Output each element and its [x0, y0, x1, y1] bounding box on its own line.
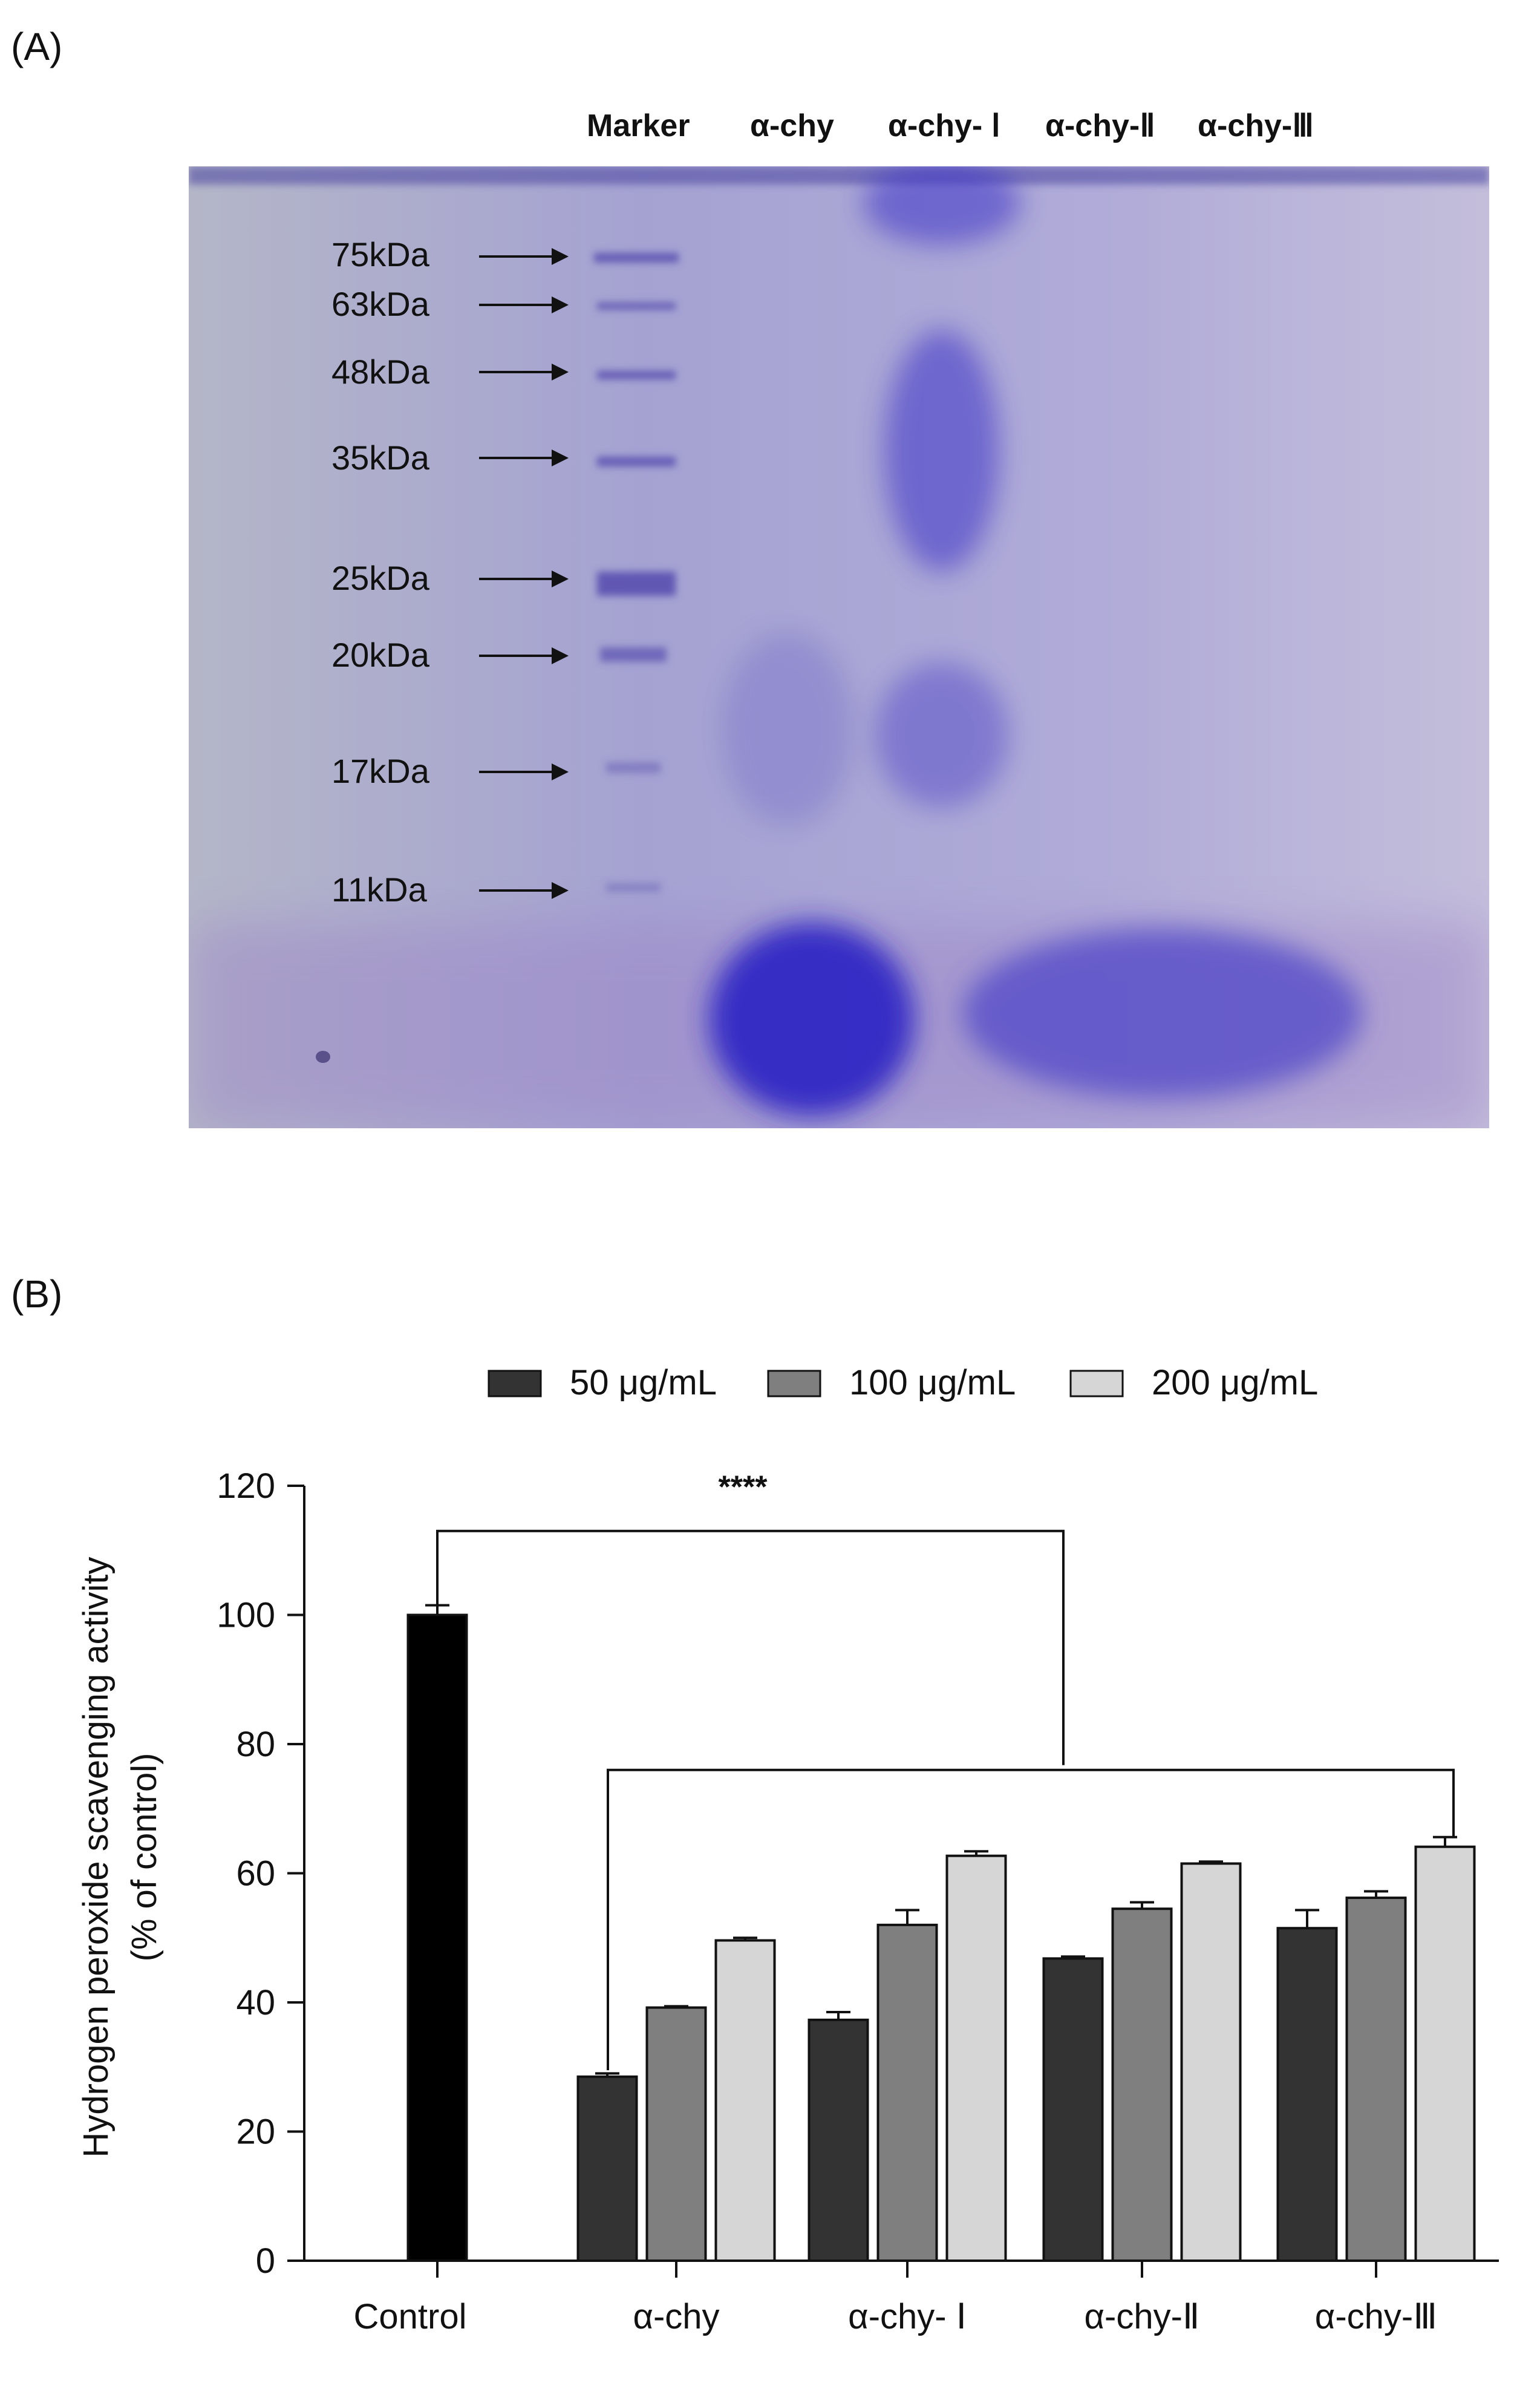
y-tick-label-40: 40: [236, 1983, 275, 2022]
marker-ladder: [594, 253, 679, 892]
gel-image: [189, 166, 1489, 1128]
lane-label-a-chy-1: α-chy- Ⅰ: [888, 108, 1000, 143]
marker-band-25: [597, 572, 676, 596]
bar-3-2: [945, 1854, 1007, 2262]
panel-a-label: (A): [11, 25, 63, 68]
lane-label-a-chy-2: α-chy-Ⅱ: [1045, 108, 1155, 143]
chart-bars: [406, 1604, 1476, 2263]
legend-swatch-2: [1069, 1370, 1124, 1397]
band-a-chy: [709, 923, 915, 1116]
mw-label-63: 63kDa: [331, 285, 429, 323]
x-tick-label-3: α-chy-Ⅱ: [1085, 2297, 1200, 2336]
y-tick-label-80: 80: [236, 1725, 275, 1764]
x-tick-label-2: α-chy- Ⅰ: [848, 2297, 967, 2336]
mw-label-48: 48kDa: [331, 353, 429, 391]
mw-label-11: 11kDa: [331, 871, 427, 909]
mw-label-17: 17kDa: [331, 752, 429, 790]
legend-label-0: 50 μg/mL: [570, 1363, 717, 1402]
significance-stars: ****: [719, 1470, 768, 1505]
bar-2-3: [1111, 1907, 1173, 2262]
marker-band-48: [597, 371, 676, 379]
bracket-lower: [607, 1768, 1455, 2071]
legend-swatch-1: [767, 1370, 821, 1397]
legend-label-1: 100 μg/mL: [849, 1363, 1016, 1402]
lane-label-marker: Marker: [587, 108, 690, 143]
y-tick-label-120: 120: [217, 1466, 275, 1506]
y-tick-label-20: 20: [236, 2113, 275, 2152]
chart-legend: 50 μg/mL 100 μg/mL 200 μg/mL: [488, 1363, 1318, 1402]
bar-2-1: [645, 2006, 707, 2263]
smear-a-chy-1-mid: [875, 662, 1008, 808]
panel-b-label: (B): [11, 1272, 63, 1316]
bar-3-3: [1180, 1862, 1242, 2262]
bar-2-4: [1345, 1897, 1407, 2262]
mw-arrow-75: [479, 248, 569, 265]
mw-arrow-20: [479, 647, 569, 664]
bar-2-2: [876, 1923, 938, 2262]
mw-arrow-63: [479, 296, 569, 313]
bar-control: [406, 1613, 468, 2262]
band-a-chy-2-3: [963, 929, 1362, 1098]
x-tick-label-1: α-chy: [633, 2297, 719, 2336]
mw-arrow-11: [479, 882, 569, 899]
x-tick-label-4: α-chy-Ⅲ: [1315, 2297, 1437, 2336]
mw-arrow-25: [479, 570, 569, 587]
bracket-upper: [436, 1529, 1065, 1765]
bar-1-4: [1276, 1927, 1338, 2262]
marker-band-35: [597, 457, 676, 466]
smear-a-chy-1-top: [863, 166, 1020, 245]
marker-band-63: [597, 302, 676, 310]
bar-1-1: [576, 2075, 638, 2262]
legend-swatch-0: [488, 1370, 542, 1397]
bar-3-4: [1414, 1845, 1476, 2262]
y-tick-label-60: 60: [236, 1854, 275, 1894]
lane-label-a-chy: α-chy: [750, 108, 834, 143]
mw-arrow-17: [479, 763, 569, 780]
legend-label-2: 200 μg/mL: [1152, 1363, 1318, 1402]
bar-3-1: [714, 1939, 776, 2262]
y-tick-label-0: 0: [256, 2241, 275, 2281]
y-tick-label-100: 100: [217, 1596, 275, 1635]
significance-bracket: ****: [436, 1470, 1455, 2071]
smear-a-chy-1-upper: [884, 330, 999, 572]
mw-label-35: 35kDa: [331, 439, 429, 477]
gel-bands: [189, 166, 1489, 1128]
y-axis-label-line-1: Hydrogen peroxide scavenging activity: [76, 1557, 116, 2158]
marker-band-11: [606, 883, 661, 892]
mw-arrow-35: [479, 449, 569, 466]
lane-label-a-chy-3: α-chy-Ⅲ: [1198, 108, 1314, 143]
mw-label-25: 25kDa: [331, 559, 429, 597]
y-axis-label-line-2: (% of control): [125, 1753, 164, 1962]
mw-arrow-48: [479, 364, 569, 381]
smear-a-chy-faint: [721, 632, 854, 826]
marker-band-17: [606, 762, 661, 773]
marker-band-75: [594, 253, 679, 263]
marker-band-20: [600, 647, 667, 662]
x-tick-label-0: Control: [354, 2297, 467, 2336]
bar-chart: 50 μg/mL 100 μg/mL 200 μg/mL 0 20 40 60 80 100 1…: [76, 1363, 1499, 2336]
bar-1-2: [808, 2018, 869, 2262]
bar-1-3: [1042, 1957, 1104, 2263]
gel-spot: [316, 1051, 330, 1063]
mw-label-20: 20kDa: [331, 636, 429, 674]
gel-top-edge: [189, 166, 1489, 185]
mw-label-75: 75kDa: [331, 235, 429, 273]
